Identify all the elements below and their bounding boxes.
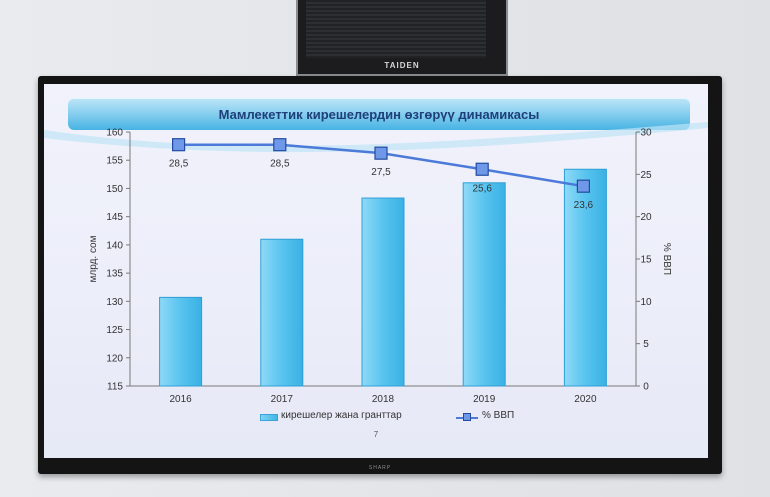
y-tick-label: 155 [106, 156, 123, 167]
y2-axis-title: % ВВП [661, 243, 672, 275]
y-axis-title: млрд. сом [88, 235, 99, 282]
legend-line-label: % ВВП [482, 410, 515, 421]
legend-marker-swatch [463, 413, 471, 421]
gdp-share-data-label: 27,5 [371, 167, 391, 178]
x-tick-label: 2018 [372, 394, 395, 405]
y2-tick-label: 20 [640, 212, 652, 223]
gdp-share-marker-2019 [475, 162, 489, 176]
gdp-share-data-label: 28,5 [270, 159, 290, 170]
y2-tick-label: 10 [640, 297, 652, 308]
title-banner: Мамлекеттик кирешелердин өзгөрүү динамик… [68, 98, 690, 130]
y-tick-label: 115 [107, 382, 123, 393]
banner-swoosh-decoration [44, 122, 708, 153]
y-tick-label: 160 [106, 128, 123, 139]
y-tick-label: 125 [106, 325, 123, 336]
x-tick-label: 2017 [271, 394, 294, 405]
y-tick-label: 140 [106, 240, 123, 251]
legend-bar-label: кирешелер жана гранттар [281, 410, 402, 421]
y2-tick-label: 5 [643, 339, 649, 350]
bar-2019 [462, 182, 506, 387]
y-tick-label: 130 [106, 297, 123, 308]
revenue-chart: 115 120 125 130 135 140 145 150 155 160 0 5 10 15 20 25… [88, 128, 672, 406]
device-brand-label: TAIDEN [384, 61, 420, 70]
y-tick-label: 135 [106, 269, 123, 280]
gdp-share-data-label: 23,6 [574, 200, 594, 211]
gdp-share-marker-2020 [576, 179, 591, 193]
x-tick-label: 2020 [574, 394, 597, 405]
y2-tick-label: 15 [640, 255, 652, 266]
x-tick-label: 2019 [473, 394, 496, 405]
y2-tick-label: 25 [640, 170, 652, 181]
gdp-share-data-label: 25,6 [472, 183, 492, 194]
x-tick-label: 2016 [169, 394, 192, 405]
legend-bar-swatch [260, 414, 278, 421]
y-tick-label: 145 [106, 212, 123, 223]
gdp-share-marker-2017 [273, 138, 287, 152]
presentation-slide: Мамлекеттик кирешелердин өзгөрүү динамик… [44, 84, 708, 458]
y2-tick-label: 0 [643, 382, 649, 393]
bar-2020 [563, 168, 607, 387]
chart-title: Мамлекеттик кирешелердин өзгөрүү динамик… [218, 107, 540, 122]
conference-device: TAIDEN [296, 0, 508, 76]
y-tick-label: 120 [106, 353, 123, 364]
y-tick-label: 150 [106, 184, 123, 195]
tv-brand-label: SHARP [368, 465, 392, 471]
gdp-share-marker-2016 [172, 138, 186, 152]
bar-2016 [159, 296, 203, 387]
slide-page-number: 7 [373, 430, 379, 439]
gdp-share-marker-2018 [374, 146, 388, 160]
gdp-share-data-label: 28,5 [169, 159, 189, 170]
bar-2018 [361, 197, 405, 387]
device-speaker-grille [306, 0, 486, 58]
y2-tick-label: 30 [640, 128, 652, 139]
bar-2017 [260, 238, 304, 387]
